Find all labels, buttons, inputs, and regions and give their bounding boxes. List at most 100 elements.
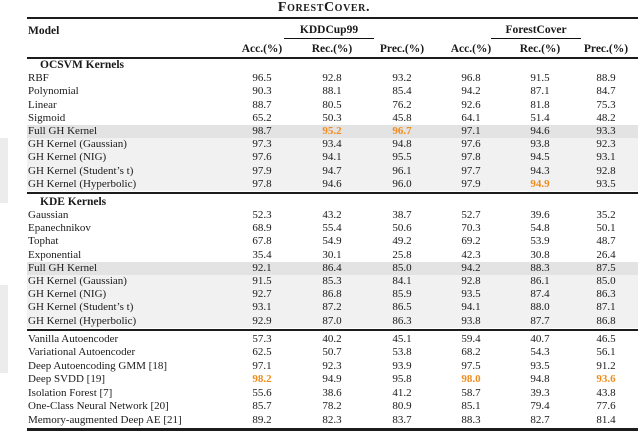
model-cell: Isolation Forest [7] [28,386,113,399]
model-cell: GH Kernel (NIG) [28,151,107,164]
value-cell: 97.3 [252,138,272,151]
value-cell: 94.6 [530,124,550,137]
model-cell: GH Kernel (Hyperbolic) [28,314,137,327]
value-cell: 35.4 [252,248,272,261]
value-cell: 86.8 [596,314,616,327]
value-cell: 94.2 [461,261,481,274]
value-cell: 62.5 [252,346,272,359]
table-row: GH Kernel (Gaussian) 97.3 93.4 94.8 97.6 93.8… [27,138,638,152]
table-row: GH Kernel (NIG) 97.6 94.1 95.5 97.8 94.5 93.1 [27,151,638,165]
left-page-artifact [0,138,8,203]
value-cell-best: 95.2 [322,124,342,137]
value-cell: 25.8 [392,248,412,261]
value-cell: 92.3 [596,138,616,151]
value-cell: 97.5 [461,359,481,372]
value-cell: 38.7 [392,209,412,222]
value-cell: 92.6 [461,98,481,111]
value-cell: 86.4 [322,261,342,274]
value-cell-best: 93.6 [596,373,616,386]
value-cell: 85.4 [392,85,412,98]
value-cell: 88.3 [530,261,550,274]
value-cell: 30.1 [322,248,342,261]
table-header: Model KDDCup99 ForestCover Acc.(%) Rec.(%… [27,19,638,57]
value-cell: 91.5 [252,275,272,287]
value-cell: 48.7 [596,235,616,248]
value-cell: 94.5 [530,151,550,164]
table-caption: ForestCover. [277,0,371,15]
value-cell: 81.4 [596,413,616,426]
value-cell: 87.4 [530,288,550,301]
value-cell: 94.1 [322,151,342,164]
table-row: Vanilla Autoencoder 57.3 40.2 45.1 59.4 40.7 4… [27,333,638,347]
value-cell: 97.9 [461,177,481,190]
value-cell: 92.8 [596,164,616,177]
value-cell: 76.2 [392,98,412,111]
value-cell: 89.2 [252,413,272,426]
table-section: OCSVM Kernels RBF 96.5 92.8 93.2 96.8 91.5 88.9… [27,59,638,191]
column-header-model: Model [28,25,60,37]
table-row: Deep Autoencoding GMM [18] 97.1 92.3 93.9 97… [27,360,638,374]
value-cell: 86.8 [322,288,342,301]
model-cell: Memory-augmented Deep AE [21] [28,413,182,426]
value-cell: 94.7 [322,164,342,177]
value-cell: 68.9 [252,222,272,235]
value-cell: 94.3 [530,164,550,177]
model-cell: GH Kernel (Gaussian) [28,138,127,151]
value-cell: 93.5 [530,359,550,372]
table-row: Polynomial 90.3 88.1 85.4 94.2 87.1 84.7 [27,85,638,98]
model-cell: Full GH Kernel [28,261,98,274]
value-cell: 30.8 [530,248,550,261]
value-cell: 87.1 [596,301,616,314]
value-cell-best: 98.0 [461,373,481,386]
value-cell: 97.8 [461,151,481,164]
value-cell: 96.8 [461,72,481,85]
value-cell: 59.4 [461,332,481,345]
table-row: Full GH Kernel 98.7 95.2 96.7 97.1 94.6 93.3 [27,124,638,139]
table-row: GH Kernel (Gaussian) 91.5 85.3 84.1 92.8 86.1… [27,275,638,289]
value-cell: 86.3 [392,314,412,327]
value-cell: 95.5 [392,151,412,164]
value-cell: 94.2 [461,85,481,98]
value-cell: 54.3 [530,346,550,359]
value-cell: 53.8 [392,346,412,359]
value-cell: 94.8 [392,138,412,151]
table-row: Memory-augmented Deep AE [21] 89.2 82.3 83.… [27,414,638,428]
value-cell: 50.1 [596,222,616,235]
table-row: GH Kernel (NIG) 92.7 86.8 85.9 93.5 87.4 86.3 [27,288,638,302]
value-cell: 78.2 [322,400,342,413]
value-cell: 49.2 [392,235,412,248]
value-cell: 91.2 [596,359,616,372]
model-cell: One-Class Neural Network [20] [28,400,169,413]
value-cell: 85.0 [596,275,616,287]
value-cell: 35.2 [596,209,616,222]
value-cell: 67.8 [252,235,272,248]
model-cell: GH Kernel (Hyperbolic) [28,177,137,190]
model-cell: Sigmoid [28,111,66,124]
value-cell: 88.3 [461,413,481,426]
value-cell: 77.6 [596,400,616,413]
table-rule-bottom [27,428,638,432]
table-row: Exponential 35.4 30.1 25.8 42.3 30.8 26.4 [27,249,638,262]
table-row: RBF 96.5 92.8 93.2 96.8 91.5 88.9 [27,72,638,85]
value-cell: 88.0 [530,301,550,314]
value-cell: 65.2 [252,111,272,124]
value-cell: 68.2 [461,346,481,359]
value-cell: 96.5 [252,72,272,85]
value-cell: 93.5 [596,177,616,190]
table-row: Isolation Forest [7] 55.6 38.6 41.2 58.7 39.3… [27,387,638,401]
section-separator [27,328,638,331]
value-cell: 64.1 [461,111,481,124]
value-cell: 70.3 [461,222,481,235]
value-cell-best: 96.7 [392,124,412,137]
value-cell: 45.1 [392,332,412,345]
value-cell: 40.2 [322,332,342,345]
table-row: Full GH Kernel 92.1 86.4 85.0 94.2 88.3 87.5 [27,261,638,275]
value-cell: 52.7 [461,209,481,222]
value-cell: 42.3 [461,248,481,261]
table-section: KDE Kernels Gaussian 52.3 43.2 38.7 52.7 39.6 3… [27,196,638,328]
model-cell: Polynomial [28,85,79,98]
value-cell: 88.1 [322,85,342,98]
model-cell: Epanechnikov [28,222,91,235]
value-cell: 39.3 [530,386,550,399]
value-cell: 40.7 [530,332,550,345]
